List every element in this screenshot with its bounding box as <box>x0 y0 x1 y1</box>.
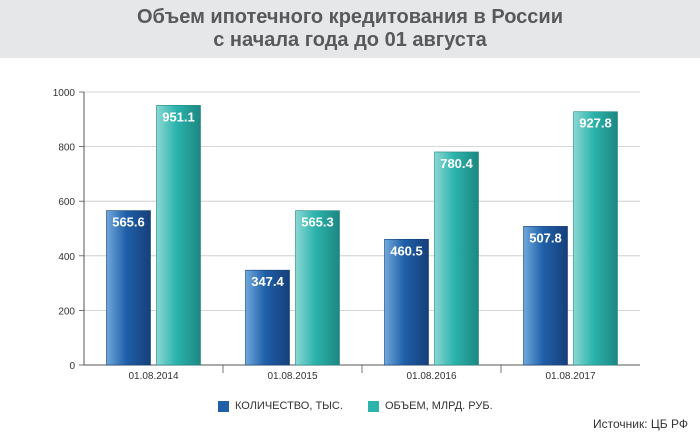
chart-title-line-2: с начала года до 01 августа <box>213 29 487 51</box>
y-tick-label-0: 0 <box>69 361 75 372</box>
bar-volume-0 <box>156 105 201 366</box>
legend-label-quantity: КОЛИЧЕСТВО, ТЫС. <box>235 400 343 412</box>
legend-label-volume: ОБЪЕМ, МЛРД. РУБ. <box>385 400 493 412</box>
value-label-volume-3: 927.8 <box>579 116 612 131</box>
bar-quantity-3 <box>523 226 568 366</box>
value-label-quantity-3: 507.8 <box>529 230 562 245</box>
y-tick-label-5: 1000 <box>53 88 76 99</box>
legend: КОЛИЧЕСТВО, ТЫС. ОБЪЕМ, МЛРД. РУБ. <box>0 400 700 420</box>
legend-item-quantity: КОЛИЧЕСТВО, ТЫС. <box>218 400 343 412</box>
value-label-volume-2: 780.4 <box>440 156 473 171</box>
bar-volume-1 <box>295 210 340 366</box>
chart-title-line-1: Объем ипотечного кредитования в России <box>136 6 564 28</box>
source-note: Источник: ЦБ РФ <box>593 417 688 431</box>
value-label-volume-1: 565.3 <box>301 215 334 230</box>
value-label-quantity-0: 565.6 <box>112 215 145 230</box>
value-label-quantity-2: 460.5 <box>390 243 423 258</box>
y-tick-label-2: 400 <box>58 252 75 263</box>
x-tick-label-3: 01.08.2017 <box>545 371 595 382</box>
x-tick-label-2: 01.08.2016 <box>406 371 456 382</box>
bar-quantity-0 <box>106 210 151 366</box>
y-tick-label-3: 600 <box>58 197 75 208</box>
legend-swatch-volume <box>368 400 379 412</box>
title-banner <box>0 0 700 58</box>
legend-swatch-quantity <box>218 400 229 412</box>
x-tick-label-0: 01.08.2014 <box>128 371 178 382</box>
bar-quantity-2 <box>384 238 429 366</box>
value-label-volume-0: 951.1 <box>162 109 195 124</box>
y-tick-label-1: 200 <box>58 306 75 317</box>
x-tick-label-1: 01.08.2015 <box>267 371 317 382</box>
chart-title: Объем ипотечного кредитования в России с… <box>0 6 700 52</box>
value-label-quantity-1: 347.4 <box>251 274 284 289</box>
legend-item-volume: ОБЪЕМ, МЛРД. РУБ. <box>368 400 493 412</box>
bar-volume-2 <box>434 151 479 366</box>
bar-volume-3 <box>573 111 618 366</box>
bar-quantity-1 <box>245 269 290 366</box>
y-tick-label-4: 800 <box>58 143 75 154</box>
